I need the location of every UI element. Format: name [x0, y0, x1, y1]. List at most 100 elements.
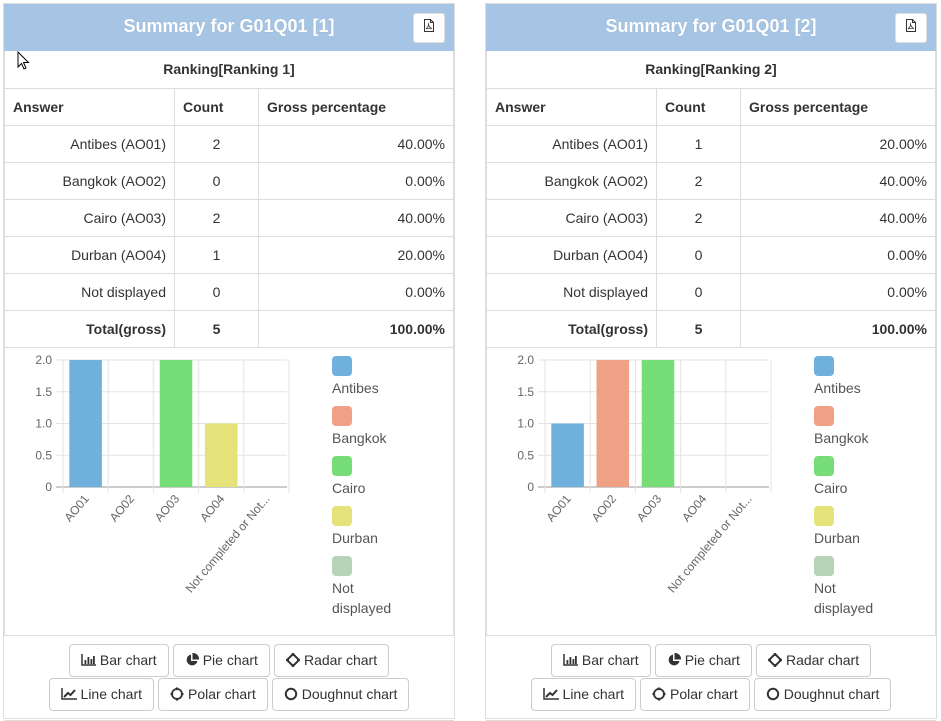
polar-chart-icon [170, 687, 184, 701]
button-label: Doughnut chart [301, 686, 398, 702]
x-tick-label: Not completed or Not... [665, 491, 755, 595]
summary-table: Ranking[Ranking 1] Answer Count Gross perce… [4, 51, 454, 348]
legend-swatch [332, 355, 352, 376]
legend-label: Bangkok [814, 429, 869, 446]
button-label: Doughnut chart [783, 686, 880, 702]
column-header-count: Count [174, 87, 259, 126]
pie-chart-button[interactable]: Pie chart [172, 643, 270, 677]
column-header-percentage: Gross percentage [740, 87, 936, 126]
button-row: Bar chart Pie chart Radar chart [486, 643, 936, 677]
answer-cell: Bangkok (AO02) [486, 161, 657, 200]
summary-table: Ranking[Ranking 2] Answer Count Gross perce… [486, 51, 936, 348]
answer-cell: Not displayed [4, 272, 175, 311]
percentage-cell: 40.00% [258, 198, 454, 237]
answer-cell: Durban (AO04) [486, 235, 657, 274]
table-row: Durban (AO04) 0 0.00% [486, 235, 936, 274]
legend-item[interactable]: Durban [814, 505, 894, 556]
count-cell: 2 [656, 198, 741, 237]
legend-label: Cairo [332, 479, 366, 496]
table-row: Antibes (AO01) 1 20.00% [486, 124, 936, 163]
legend-item[interactable]: Antibes [332, 355, 412, 406]
percentage-cell: 0.00% [740, 272, 936, 311]
pdf-file-icon [905, 19, 917, 37]
radar-chart-button[interactable]: Radar chart [273, 643, 390, 677]
button-label: Polar chart [670, 686, 738, 702]
table-header-row: Answer Count Gross percentage [486, 87, 936, 126]
answer-cell: Cairo (AO03) [486, 198, 657, 237]
button-label: Polar chart [188, 686, 256, 702]
total-row: Total(gross) 5 100.00% [4, 309, 454, 348]
legend-item[interactable]: Cairo [814, 455, 894, 506]
question-caption: Ranking[Ranking 2] [486, 51, 936, 89]
table-row: Antibes (AO01) 2 40.00% [4, 124, 454, 163]
button-label: Pie chart [202, 652, 258, 668]
legend-label: Bangkok [332, 429, 387, 446]
table-row: Bangkok (AO02) 2 40.00% [486, 161, 936, 200]
legend-item[interactable]: Not displayed [814, 555, 894, 616]
chart-legend: Antibes Bangkok Cairo Durban Not displayed [814, 355, 894, 616]
doughnut-chart-button[interactable]: Doughnut chart [753, 677, 892, 711]
percentage-cell: 40.00% [258, 124, 454, 163]
table-row: Bangkok (AO02) 0 0.00% [4, 161, 454, 200]
export-pdf-button[interactable] [895, 13, 927, 43]
x-tick-label: AO04 [197, 491, 228, 524]
x-tick-label: AO01 [61, 491, 92, 524]
total-label: Total(gross) [486, 309, 657, 348]
total-percentage: 100.00% [258, 309, 454, 348]
bar [204, 423, 238, 487]
summary-panel: Summary for G01Q01 [1] Ranking[Ranking 1]… [3, 3, 455, 721]
y-tick-label: 0.5 [517, 448, 534, 462]
column-header-answer: Answer [4, 87, 175, 126]
doughnut-chart-button[interactable]: Doughnut chart [271, 677, 410, 711]
count-cell: 2 [174, 124, 259, 163]
pie-chart-button[interactable]: Pie chart [654, 643, 752, 677]
table-caption-row: Ranking[Ranking 2] [486, 51, 936, 89]
export-pdf-button[interactable] [413, 13, 445, 43]
count-cell: 0 [656, 272, 741, 311]
count-cell: 0 [174, 272, 259, 311]
legend-swatch [332, 405, 352, 426]
answer-cell: Cairo (AO03) [4, 198, 175, 237]
radar-chart-button[interactable]: Radar chart [755, 643, 872, 677]
legend-item[interactable]: Cairo [332, 455, 412, 506]
count-cell: 2 [656, 161, 741, 200]
table-header-row: Answer Count Gross percentage [4, 87, 454, 126]
legend-swatch [332, 505, 352, 526]
button-label: Bar chart [581, 652, 639, 668]
percentage-cell: 40.00% [740, 161, 936, 200]
column-header-answer: Answer [486, 87, 657, 126]
legend-item[interactable]: Durban [332, 505, 412, 556]
legend-item[interactable]: Antibes [814, 355, 894, 406]
legend-item[interactable]: Bangkok [814, 405, 894, 456]
total-row: Total(gross) 5 100.00% [486, 309, 936, 348]
polar-chart-button[interactable]: Polar chart [640, 677, 750, 711]
question-caption: Ranking[Ranking 1] [4, 51, 454, 89]
button-row: Line chart Polar chart Doughnut chart [486, 677, 936, 711]
line-chart-button[interactable]: Line chart [530, 677, 637, 711]
legend-swatch [332, 555, 352, 576]
line-chart-button[interactable]: Line chart [48, 677, 155, 711]
legend-swatch [814, 505, 834, 526]
legend-item[interactable]: Bangkok [332, 405, 412, 456]
answer-cell: Durban (AO04) [4, 235, 175, 274]
button-row: Bar chart Pie chart Radar chart [4, 643, 454, 677]
legend-swatch [814, 555, 834, 576]
answer-cell: Bangkok (AO02) [4, 161, 175, 200]
bar [551, 423, 584, 487]
legend-item[interactable]: Not displayed [332, 555, 412, 616]
x-tick-label: AO03 [634, 491, 665, 524]
chart-type-buttons: Bar chart Pie chart Radar chart Line chart P… [4, 634, 454, 721]
x-tick-label: Not completed or Not... [183, 491, 273, 595]
polar-chart-icon [652, 687, 666, 701]
line-chart-icon [542, 688, 559, 700]
panel-header: Summary for G01Q01 [1] [4, 4, 454, 51]
summary-panel: Summary for G01Q01 [2] Ranking[Ranking 2]… [485, 3, 937, 721]
bar [596, 359, 630, 487]
polar-chart-button[interactable]: Polar chart [158, 677, 268, 711]
bar-chart-button[interactable]: Bar chart [550, 643, 651, 677]
y-tick-label: 1.0 [35, 416, 52, 430]
bar-chart-button[interactable]: Bar chart [68, 643, 169, 677]
y-tick-label: 0 [527, 480, 534, 494]
button-label: Radar chart [785, 652, 860, 668]
